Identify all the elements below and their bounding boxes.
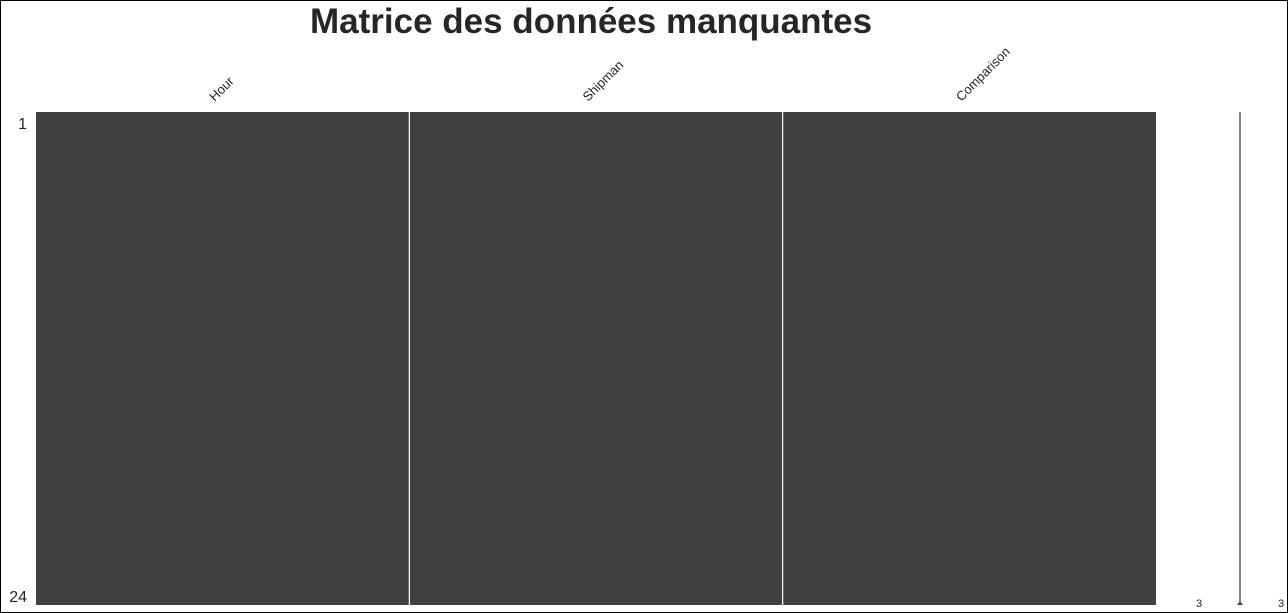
sparkline-min-label: 3	[1196, 598, 1202, 610]
matrix-column-hour	[36, 112, 410, 605]
sparkline-max-label: 3	[1278, 598, 1284, 610]
matrix-column-shipman	[409, 112, 783, 605]
column-label-comparison: Comparison	[953, 44, 1013, 104]
column-label-shipman: Shipman	[580, 57, 627, 104]
sparkline-min-marker	[1237, 601, 1243, 605]
row-tick-first: 1	[18, 116, 27, 133]
chart-title: Matrice des données manquantes	[310, 2, 873, 41]
row-tick-last: 24	[9, 589, 27, 606]
matrix-column-comparison	[782, 112, 1156, 605]
column-label-hour: Hour	[206, 73, 237, 104]
